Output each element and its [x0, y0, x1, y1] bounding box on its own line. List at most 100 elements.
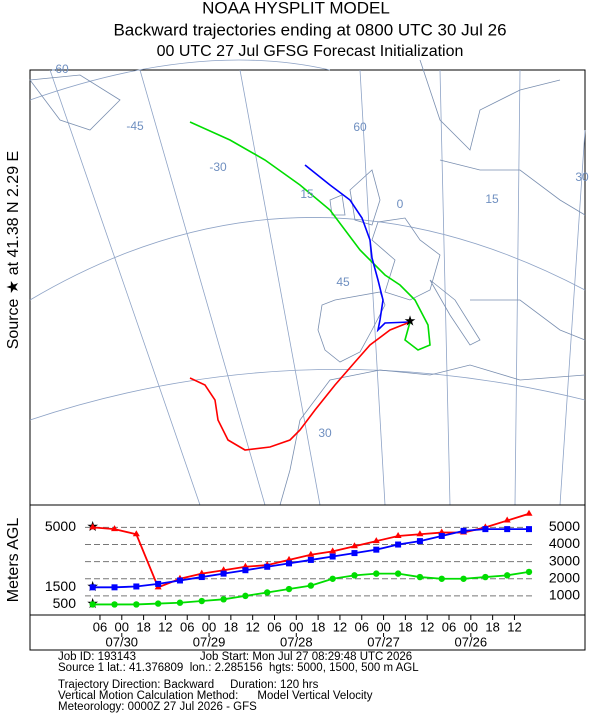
- source-height-label: 5000: [45, 518, 76, 534]
- marker: [525, 568, 533, 576]
- marker: [198, 597, 205, 605]
- x-tick-label: 00: [289, 619, 303, 634]
- date-label: 07/26: [455, 634, 488, 649]
- x-tick-label: 12: [245, 619, 259, 634]
- marker: [89, 523, 97, 530]
- x-tick-label: 06: [442, 619, 456, 634]
- graticule: [29, 59, 586, 506]
- marker: [133, 601, 140, 608]
- x-tick-label: 06: [267, 619, 281, 634]
- trajectory-1500: [304, 164, 411, 333]
- x-tick-label: 18: [136, 619, 150, 634]
- date-label: 07/30: [106, 634, 139, 649]
- map-grid-label: 15: [300, 187, 314, 201]
- x-tick-label: 12: [158, 619, 172, 634]
- source-height-label: 500: [53, 595, 77, 611]
- map-grid-label: 30: [575, 170, 589, 184]
- marker: [111, 601, 118, 608]
- x-tick-label: 18: [485, 619, 499, 634]
- info-line: Meteorology: 0000Z 27 Jul 2026 - GFS: [58, 701, 257, 713]
- marker: [155, 580, 162, 587]
- marker: [176, 577, 183, 584]
- marker: [220, 596, 227, 603]
- x-tick-label: 18: [398, 619, 412, 634]
- source-star: ★: [404, 313, 417, 329]
- x-tick-label: 00: [115, 619, 129, 634]
- x-tick-label: 06: [93, 619, 107, 634]
- marker: [504, 526, 511, 533]
- map-grid-label: -60: [51, 62, 69, 76]
- marker: [482, 573, 489, 581]
- marker: [89, 584, 96, 591]
- marker: [460, 527, 467, 534]
- marker: [307, 556, 314, 563]
- map: ★: [29, 59, 586, 506]
- marker: [286, 560, 293, 567]
- marker: [351, 550, 358, 557]
- map-grid-label: -30: [209, 160, 227, 174]
- map-grid-label: 30: [318, 426, 332, 440]
- marker: [438, 532, 445, 539]
- marker: [154, 600, 162, 607]
- trajectory-500: [189, 121, 431, 351]
- x-tick-label: 12: [507, 619, 521, 634]
- marker: [438, 575, 445, 582]
- y-tick-label: 5000: [549, 518, 580, 534]
- title: NOAA HYSPLIT MODEL: [202, 0, 390, 17]
- marker: [220, 570, 227, 577]
- y-axis-label: Meters AGL: [5, 518, 22, 603]
- map-grid-label: 15: [485, 192, 499, 206]
- y-tick-label: 4000: [549, 535, 580, 551]
- y-tick-label: 3000: [549, 552, 580, 568]
- date-label: 07/27: [367, 634, 400, 649]
- marker: [111, 525, 119, 532]
- x-tick-label: 12: [420, 619, 434, 634]
- map-grid-label: 0: [397, 197, 404, 211]
- y-tick-label: 2000: [549, 569, 580, 585]
- x-tick-label: 18: [311, 619, 325, 634]
- marker: [526, 526, 532, 533]
- map-grid-label: -45: [126, 119, 144, 133]
- marker: [307, 550, 315, 557]
- source-label: Source ★ at 41.38 N 2.29 E: [5, 151, 22, 349]
- map-frame: [29, 69, 586, 506]
- marker: [264, 563, 271, 570]
- marker: [416, 530, 424, 537]
- marker: [373, 570, 380, 577]
- source-height-label: 1500: [45, 578, 76, 594]
- marker: [329, 547, 337, 554]
- marker: [242, 567, 249, 574]
- marker: [503, 572, 511, 579]
- marker: [416, 573, 424, 581]
- marker: [89, 601, 96, 608]
- time-frame: [29, 614, 586, 651]
- marker: [351, 572, 358, 579]
- date-label: 07/29: [193, 634, 226, 649]
- marker: [307, 582, 315, 589]
- map-grid-label: 45: [336, 275, 350, 289]
- marker: [416, 538, 423, 545]
- marker: [350, 542, 358, 549]
- marker: [394, 570, 402, 577]
- marker: [133, 583, 140, 590]
- marker: [264, 589, 271, 596]
- trajectory-5000: [189, 321, 411, 451]
- subtitle: Backward trajectories ending at 0800 UTC…: [113, 20, 506, 39]
- marker: [373, 546, 380, 553]
- info-line: Vertical Motion Calculation Method: Mode…: [58, 690, 373, 702]
- marker: [503, 516, 511, 523]
- coastline: [29, 59, 586, 506]
- marker: [176, 599, 184, 606]
- marker: [285, 585, 293, 593]
- info-line: Source 1 lat.: 41.376809 lon.: 2.285156 …: [58, 662, 419, 674]
- x-tick-label: 00: [202, 619, 216, 634]
- marker: [482, 526, 489, 533]
- map-grid-label: 60: [353, 120, 367, 134]
- x-tick-label: 00: [376, 619, 390, 634]
- x-tick-label: 06: [355, 619, 369, 634]
- marker: [460, 575, 467, 582]
- marker: [394, 531, 402, 538]
- marker: [132, 530, 140, 537]
- marker: [525, 509, 533, 516]
- marker: [242, 592, 249, 600]
